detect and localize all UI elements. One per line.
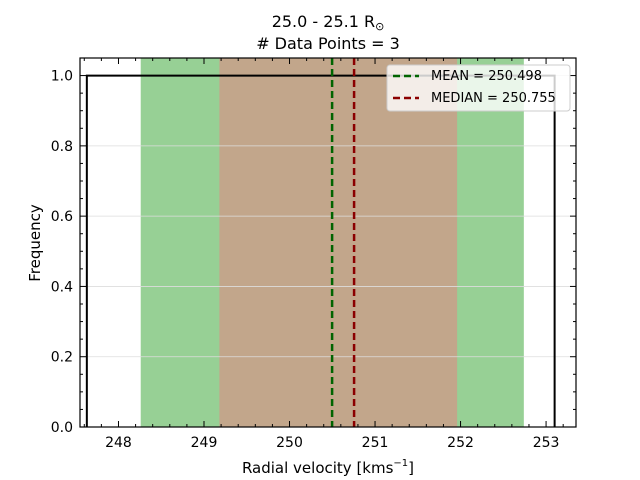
y-tick-label-5: 1.0 [51,69,73,85]
legend-box [386,64,571,112]
legend: MEAN = 250.498 MEDIAN = 250.755 [386,64,571,112]
x-tick-label-0: 248 [105,435,132,451]
x-tick-label-1: 249 [191,435,218,451]
x-tick-label-3: 251 [362,435,389,451]
chart-subtitle: # Data Points = 3 [256,34,400,53]
y-tick-label-3: 0.6 [51,209,73,225]
legend-mean-label: MEAN = 250.498 [431,69,542,84]
y-tick-label-4: 0.8 [51,139,73,155]
y-tick-label-0: 0.0 [51,420,73,436]
x-axis-label: Radial velocity [kms−1] [242,458,414,477]
chart-title: 25.0 - 25.1 R⊙ [272,12,385,33]
x-tick-label-5: 253 [533,435,560,451]
y-tick-label-2: 0.4 [51,279,73,295]
legend-median-label: MEDIAN = 250.755 [431,91,556,106]
x-tick-label-4: 252 [447,435,474,451]
histogram-bar [85,74,556,427]
range-band-1 [219,58,458,427]
y-axis-label: Frequency [26,204,44,282]
x-tick-label-2: 250 [276,435,303,451]
y-tick-label-1: 0.2 [51,350,73,366]
plot-frame [79,57,577,428]
